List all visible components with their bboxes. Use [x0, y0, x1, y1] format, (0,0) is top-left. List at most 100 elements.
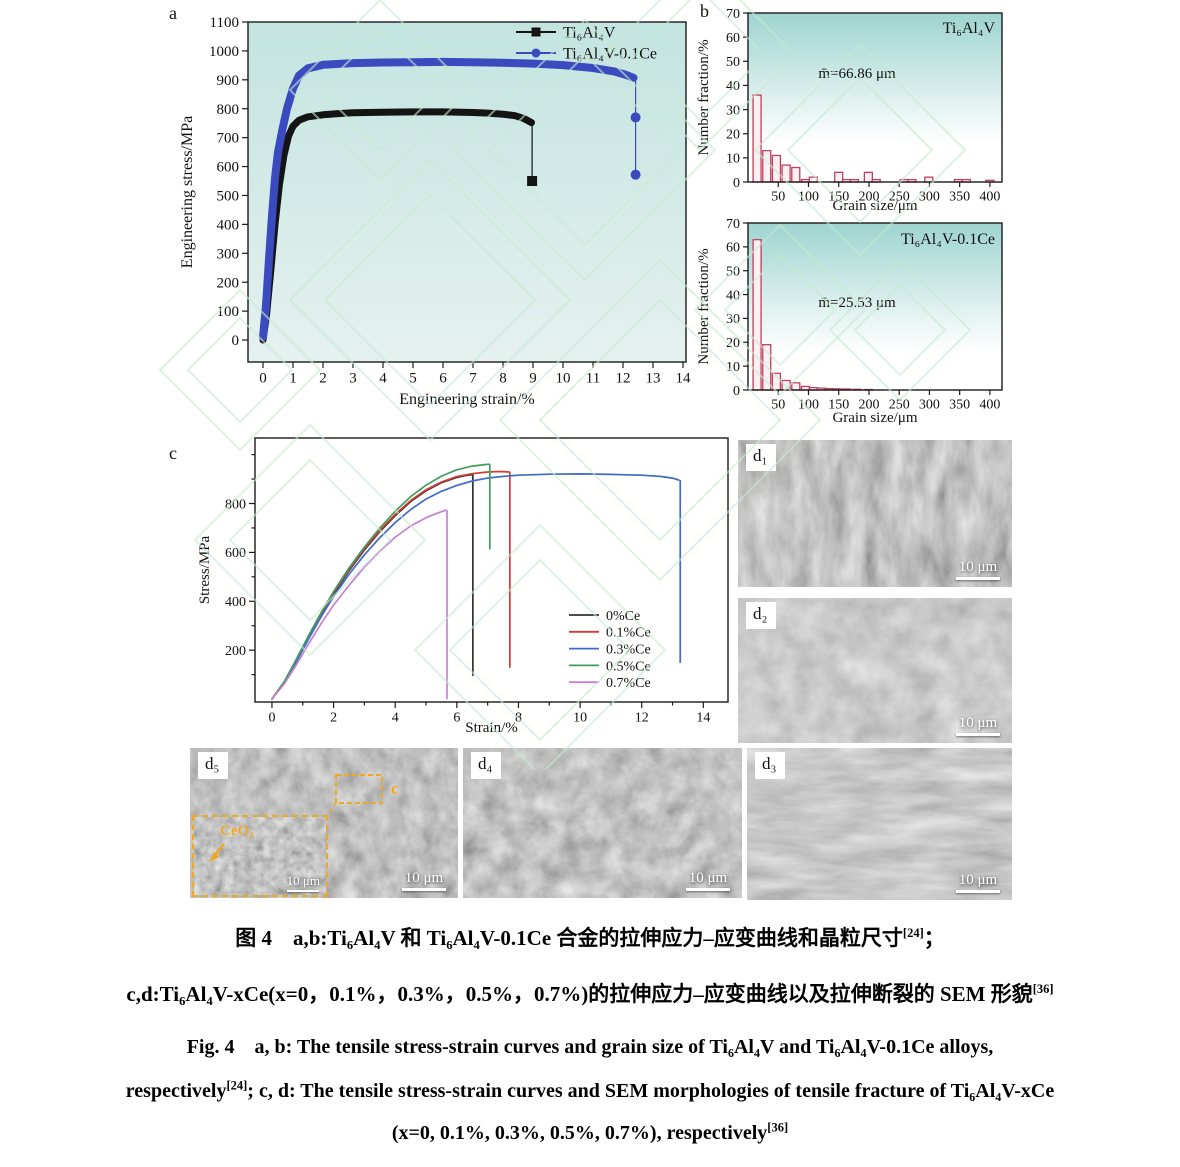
svg-text:0: 0 — [232, 333, 240, 349]
svg-text:20: 20 — [726, 336, 740, 351]
scale-bar-line — [402, 888, 446, 891]
svg-text:50: 50 — [726, 264, 740, 279]
svg-text:5: 5 — [409, 370, 417, 386]
svg-text:40: 40 — [726, 288, 740, 303]
sem-label-d2: d₂ — [746, 602, 777, 629]
roi-label: c — [391, 779, 399, 798]
svg-text:14: 14 — [676, 370, 692, 386]
panel-a-label: a — [169, 3, 177, 23]
svg-text:12: 12 — [635, 710, 649, 725]
svg-text:0.1%Ce: 0.1%Ce — [606, 626, 651, 641]
sem-image-d2: d₂ 10 μm — [738, 598, 1012, 743]
svg-text:900: 900 — [217, 73, 240, 89]
svg-text:0: 0 — [733, 384, 740, 399]
svg-text:350: 350 — [949, 189, 970, 204]
svg-text:1100: 1100 — [210, 15, 239, 31]
ceo2-arrow-icon — [209, 843, 225, 862]
scale-bar-line — [287, 890, 320, 892]
svg-text:2: 2 — [330, 710, 337, 725]
svg-text:700: 700 — [217, 131, 240, 147]
caption-en-line1: Fig. 4 a, b: The tensile stress-strain c… — [0, 1030, 1180, 1059]
sem-texture — [747, 748, 1012, 900]
panel-b-label: b — [700, 1, 709, 21]
svg-text:50: 50 — [771, 397, 785, 412]
svg-text:Grain size/μm: Grain size/μm — [832, 410, 917, 426]
svg-text:20: 20 — [726, 127, 740, 142]
svg-text:0: 0 — [259, 370, 267, 386]
svg-text:0: 0 — [268, 710, 275, 725]
svg-text:500: 500 — [217, 189, 240, 205]
caption-en-line3: (x=0, 0.1%, 0.3%, 0.5%, 0.7%), respectiv… — [0, 1121, 1180, 1145]
svg-text:0.7%Ce: 0.7%Ce — [606, 676, 651, 691]
svg-text:m̄=66.86 μm: m̄=66.86 μm — [818, 66, 896, 82]
roi-connector-line — [327, 802, 337, 816]
svg-text:50: 50 — [771, 189, 785, 204]
svg-text:10: 10 — [573, 710, 587, 725]
svg-text:800: 800 — [225, 497, 246, 512]
panel-c-label: c — [169, 443, 177, 463]
reference-superscript: [36] — [1032, 982, 1054, 996]
sem-image-d3: d₃ 10 μm — [747, 748, 1012, 900]
caption-text: ； — [923, 926, 945, 950]
inset-scale-bar: 10 μm — [287, 873, 320, 892]
scale-bar-line — [956, 733, 1000, 736]
svg-text:4: 4 — [379, 370, 387, 386]
sem-texture — [463, 748, 742, 898]
svg-text:200: 200 — [217, 275, 240, 291]
scale-bar-text: 10 μm — [958, 559, 998, 575]
svg-text:600: 600 — [217, 160, 240, 176]
svg-text:Number fraction/%: Number fraction/% — [696, 248, 712, 364]
caption-zh-line2: c,d:Ti₆Al₄V-xCe(x=0，0.1%，0.3%，0.5%，0.7%)… — [0, 978, 1180, 1008]
svg-text:8: 8 — [499, 370, 507, 386]
svg-text:60: 60 — [726, 241, 740, 256]
svg-text:12: 12 — [616, 370, 631, 386]
svg-text:300: 300 — [919, 189, 940, 204]
svg-text:30: 30 — [726, 103, 740, 118]
svg-text:Grain size/μm: Grain size/μm — [832, 198, 917, 214]
svg-text:70: 70 — [726, 7, 740, 22]
stress-strain-chart-c: 0 2 4 6 8 10 12 14200400600800Strain/%Stress/MP… — [197, 437, 729, 736]
svg-text:400: 400 — [217, 217, 240, 233]
svg-text:600: 600 — [225, 546, 246, 561]
svg-text:10: 10 — [556, 370, 571, 386]
svg-text:40: 40 — [726, 79, 740, 94]
svg-text:7: 7 — [469, 370, 477, 386]
svg-text:300: 300 — [919, 397, 940, 412]
svg-text:400: 400 — [979, 189, 1000, 204]
caption-text: Fig. 4 a, b: The tensile stress-strain c… — [186, 1036, 994, 1058]
svg-text:50: 50 — [726, 55, 740, 70]
svg-text:300: 300 — [217, 246, 240, 262]
svg-text:70: 70 — [726, 217, 740, 232]
svg-text:800: 800 — [217, 102, 240, 118]
svg-text:100: 100 — [798, 189, 819, 204]
svg-text:350: 350 — [949, 397, 970, 412]
svg-text:Engineering strain/%: Engineering strain/% — [399, 391, 535, 408]
svg-text:Strain/%: Strain/% — [465, 720, 518, 736]
svg-text:2: 2 — [319, 370, 327, 386]
svg-text:14: 14 — [696, 710, 710, 725]
scale-bar: 10 μm — [956, 715, 1000, 736]
svg-text:10: 10 — [726, 152, 740, 167]
svg-text:10: 10 — [726, 360, 740, 375]
caption-en-line2: respectively[24]; c, d: The tensile stre… — [0, 1078, 1180, 1103]
reference-superscript: [24] — [226, 1078, 248, 1093]
sem-image-d5: d₅ c CeO₂ 10 μm 10 μm — [190, 748, 458, 898]
sem-label-d1: d₁ — [746, 444, 777, 471]
stress-strain-chart-a: 0 1 2 3 4 5 6 7 8 9 10 11 12 13 1401002003004005006007… — [179, 15, 692, 408]
scale-bar: 10 μm — [956, 559, 1000, 580]
sem-label-d5: d₅ — [198, 752, 229, 779]
svg-text:9: 9 — [529, 370, 537, 386]
scale-bar-line — [956, 890, 1000, 893]
svg-text:Ti₆Al₄V: Ti₆Al₄V — [943, 20, 996, 37]
sem-label-d3: d₃ — [755, 752, 786, 779]
sem-image-d4: d₄ 10 μm — [463, 748, 742, 898]
scale-bar-text: 10 μm — [958, 872, 998, 888]
caption-zh-line1: 图 4 a,b:Ti₆Al₄V 和 Ti₆Al₄V-0.1Ce 合金的拉伸应力–… — [0, 922, 1180, 952]
scale-bar-text: 10 μm — [958, 715, 998, 731]
svg-text:1: 1 — [289, 370, 297, 386]
svg-text:13: 13 — [646, 370, 661, 386]
caption-text: ; c, d: The tensile stress-strain curves… — [247, 1080, 1055, 1102]
svg-text:100: 100 — [798, 397, 819, 412]
scale-bar-text: 10 μm — [404, 870, 444, 886]
